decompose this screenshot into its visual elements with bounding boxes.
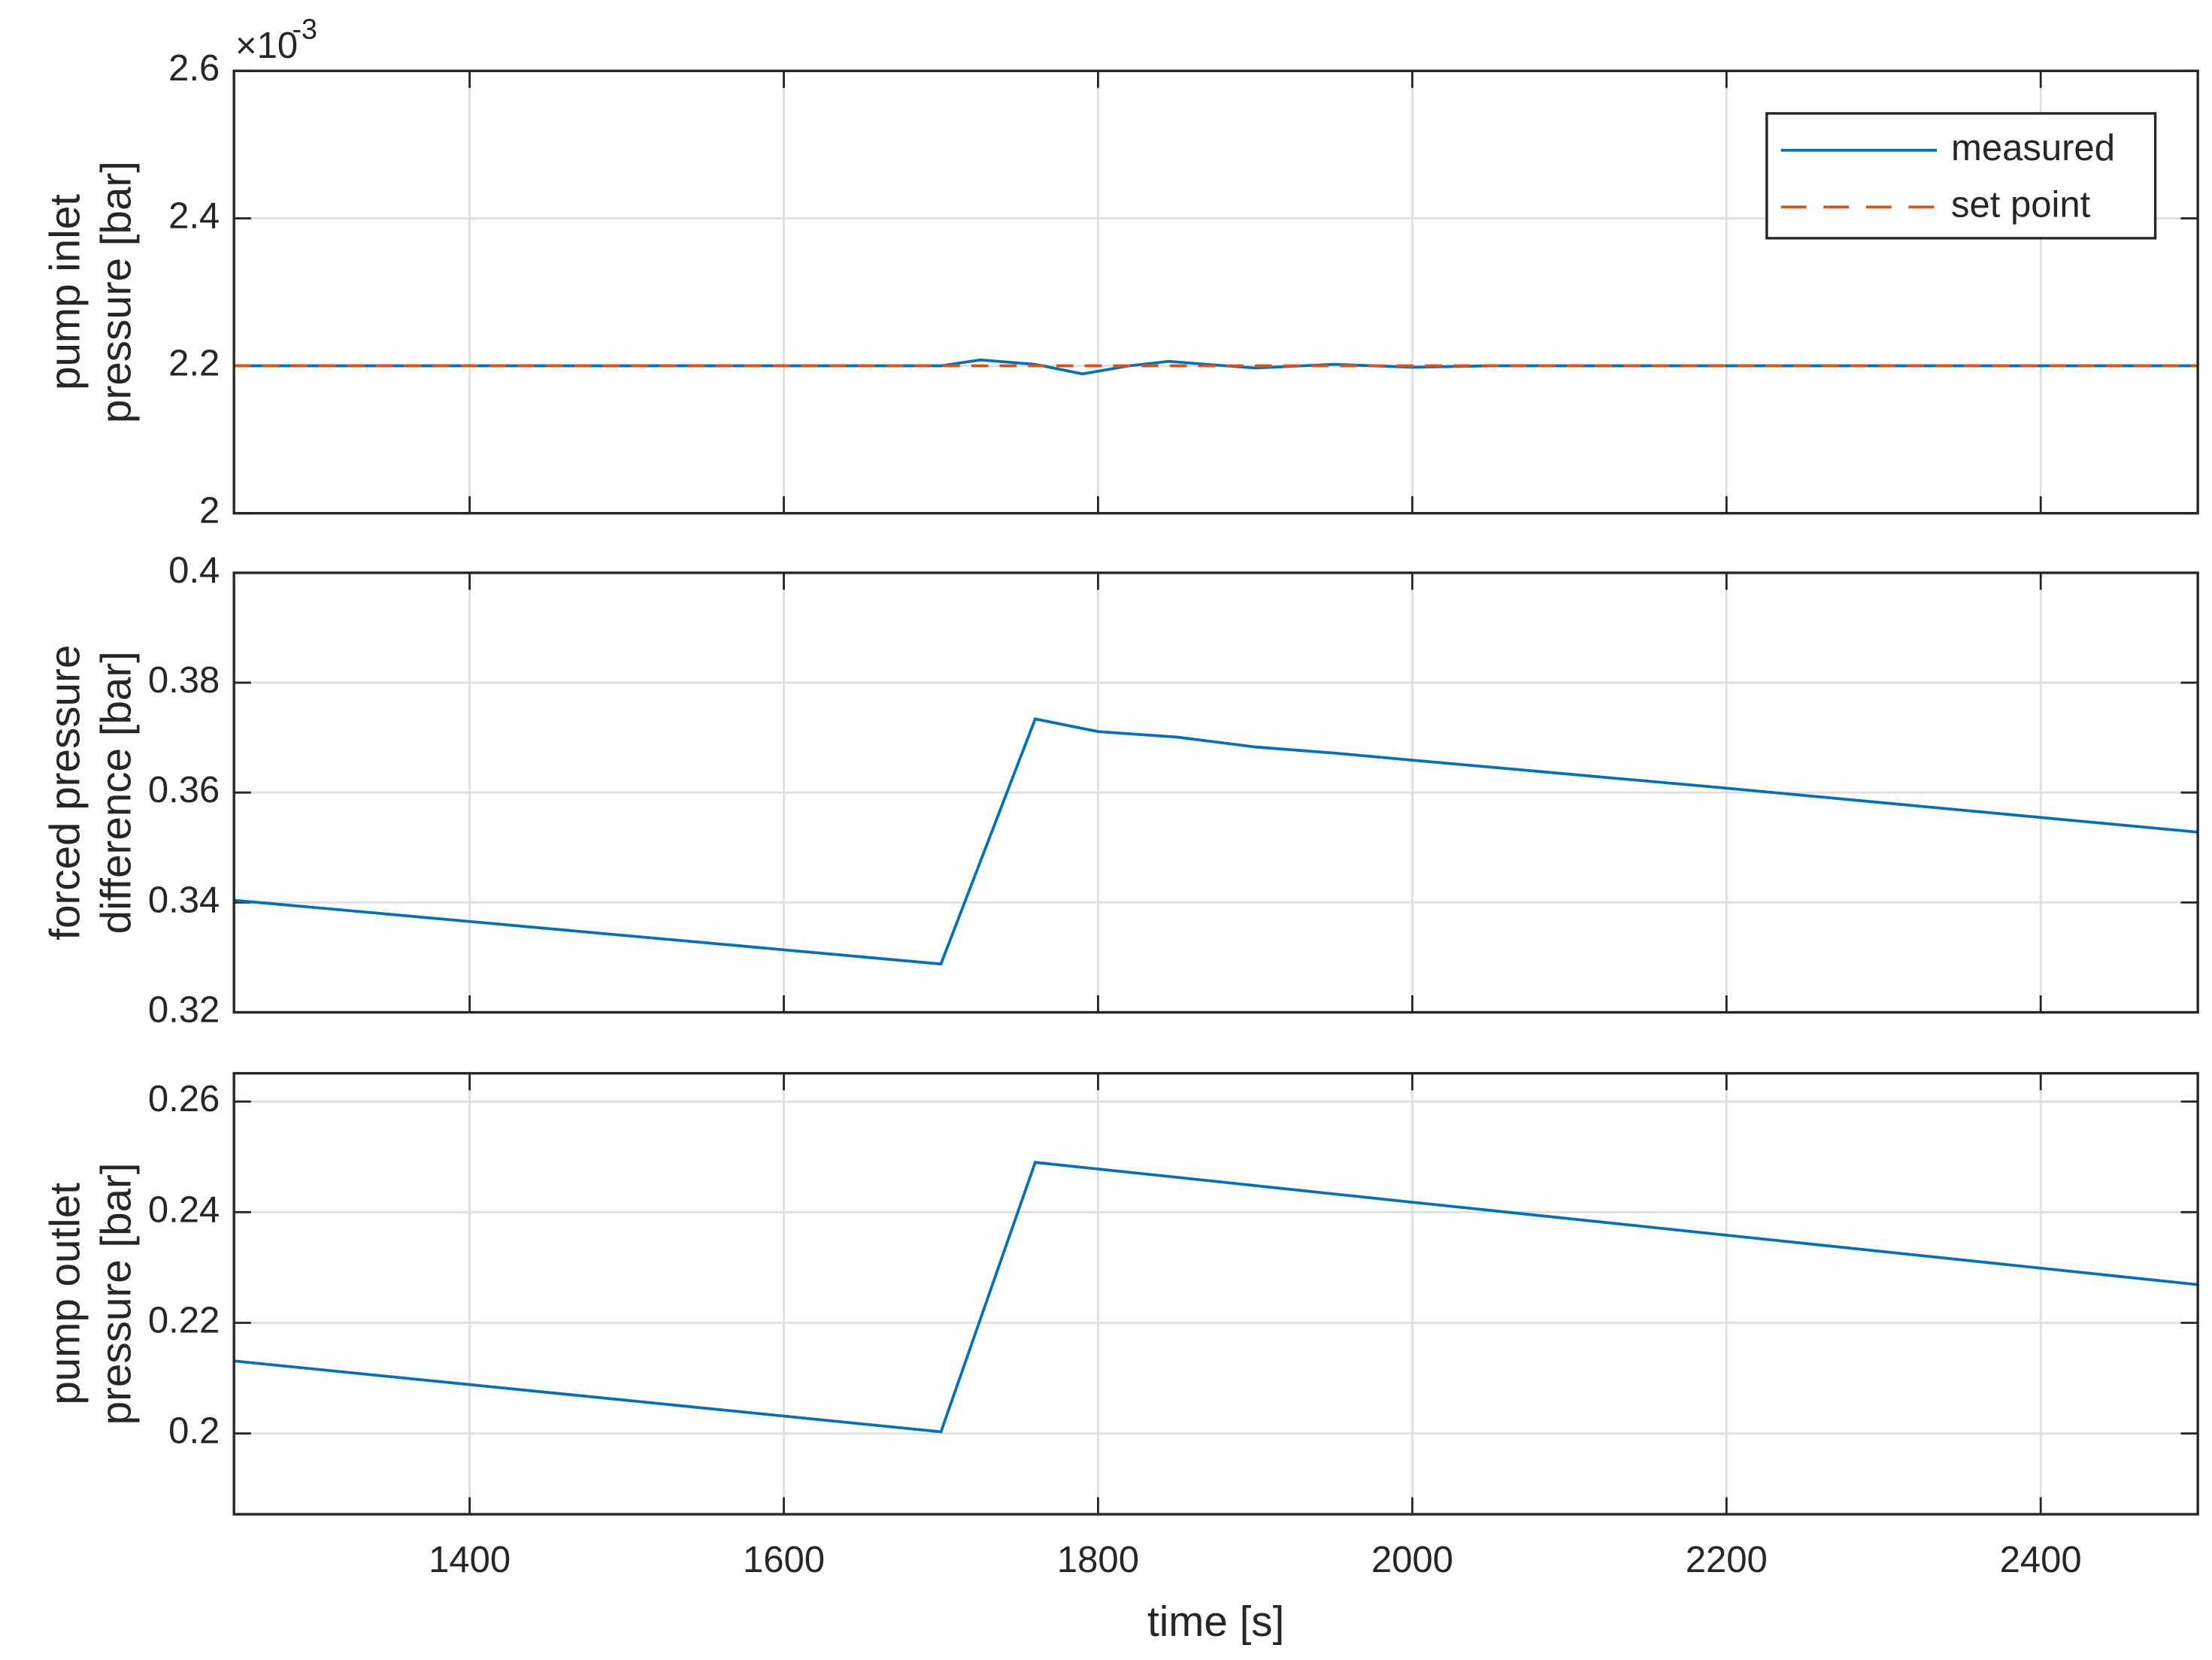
y-axis-label-line: pump outlet <box>41 1183 88 1405</box>
y-axis-label: forced pressure difference [bar] <box>41 645 139 941</box>
y-axis-label-line: forced pressure <box>41 645 88 941</box>
y-tick-label: 2.4 <box>168 195 220 236</box>
legend-label: set point <box>1951 184 2091 225</box>
x-tick-label: 2200 <box>1686 1540 1768 1580</box>
y-axis-label-line: pump inlet <box>41 194 88 390</box>
y-axis-label-line: pressure [bar] <box>92 1162 139 1425</box>
y-tick-label: 0.24 <box>148 1189 220 1230</box>
plot-area <box>234 1073 2198 1515</box>
y-tick-label: 2 <box>199 491 220 532</box>
x-tick-label: 1400 <box>429 1540 511 1580</box>
y-exponent-base: ×10 <box>235 26 298 66</box>
legend-box <box>1765 112 2157 240</box>
y-tick-label: 0.32 <box>148 989 220 1030</box>
y-tick-label: 0.34 <box>148 880 220 920</box>
y-axis-label: pump outlet pressure [bar] <box>41 1162 139 1425</box>
data-line <box>234 717 2198 966</box>
axes-box <box>232 571 2199 1014</box>
y-tick-label: 2.2 <box>168 344 220 384</box>
data-line <box>233 1161 2198 1434</box>
axes-box <box>232 69 2199 515</box>
legend-label: measured <box>1951 128 2115 168</box>
y-axis-label: pump inlet pressure [bar] <box>41 161 139 423</box>
x-axis-label: time [s] <box>1147 1598 1284 1645</box>
y-tick-label: 0.2 <box>168 1411 220 1452</box>
y-exponent-power: -3 <box>292 13 317 44</box>
x-tick-label: 2000 <box>1371 1540 1453 1580</box>
y-tick-label: 2.6 <box>168 48 220 89</box>
y-tick-label: 0.22 <box>148 1300 220 1340</box>
y-tick-label: 0.38 <box>148 660 220 701</box>
y-tick-label: 0.26 <box>148 1079 220 1119</box>
y-tick-label: 0.36 <box>148 770 220 810</box>
x-tick-label: 2400 <box>2000 1540 2082 1580</box>
y-axis-label-line: pressure [bar] <box>92 161 139 423</box>
y-axis-label-line: difference [bar] <box>92 651 139 934</box>
x-tick-label: 1800 <box>1057 1540 1139 1580</box>
y-tick-label: 0.4 <box>168 550 220 591</box>
axes-box <box>232 1071 2199 1516</box>
x-tick-label: 1600 <box>743 1540 825 1580</box>
